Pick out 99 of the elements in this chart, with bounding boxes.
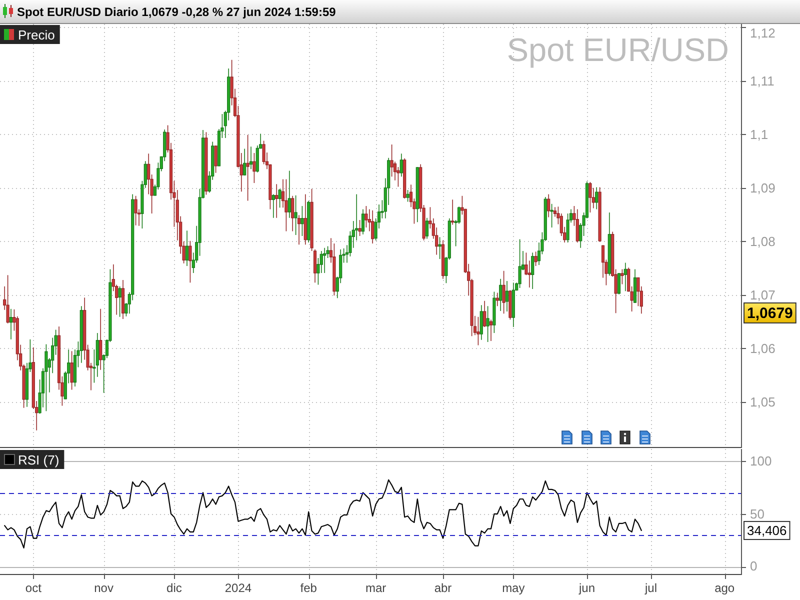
candlestick xyxy=(70,350,74,390)
candlestick xyxy=(323,247,326,274)
x-tick-label: may xyxy=(502,581,525,595)
y-tick-label: 100 xyxy=(750,453,772,468)
candlestick xyxy=(272,194,275,218)
x-tick-label: 2024 xyxy=(224,581,252,595)
candlestick xyxy=(416,166,419,223)
candlestick xyxy=(425,217,429,240)
candlestick xyxy=(512,282,515,328)
candlestick xyxy=(403,158,406,199)
candlestick xyxy=(118,286,122,318)
candlestick xyxy=(246,134,250,202)
candlestick xyxy=(275,184,278,218)
candlestick xyxy=(364,206,368,228)
y-tick-label: 50 xyxy=(750,506,764,522)
y-tick-label: 1,08 xyxy=(750,234,776,249)
candlestick xyxy=(284,178,288,232)
y-tick-label: 1,06 xyxy=(750,341,776,356)
candlestick xyxy=(508,290,512,320)
candlestick xyxy=(566,213,570,243)
candlestick xyxy=(249,146,253,170)
candlestick xyxy=(291,195,294,232)
candlestick xyxy=(476,316,480,346)
line-series xyxy=(4,479,642,548)
candlestick xyxy=(297,214,301,246)
candlestick xyxy=(480,304,483,340)
x-tick-label: ago xyxy=(714,581,735,595)
x-tick-label: abr xyxy=(434,581,452,595)
candlestick xyxy=(358,220,362,236)
candlestick xyxy=(608,212,611,276)
candlestick xyxy=(188,240,192,284)
candlestick xyxy=(204,132,208,196)
candlestick xyxy=(499,278,502,312)
candlestick xyxy=(617,272,621,295)
x-tick-label: dic xyxy=(166,581,182,595)
x-tick-label: jun xyxy=(578,581,596,595)
candlestick xyxy=(633,268,637,304)
text: 34,406 xyxy=(747,523,787,538)
candlestick xyxy=(400,153,403,177)
candlestick xyxy=(505,280,509,312)
candlestick xyxy=(9,308,13,340)
candlestick xyxy=(438,236,442,260)
candlestick xyxy=(390,144,394,177)
y-tick-label: 1,05 xyxy=(750,394,776,410)
x-tick-label: feb xyxy=(300,581,318,595)
y-tick-label: 1,11 xyxy=(750,73,774,88)
candlestick xyxy=(547,194,550,218)
x-tick-label: jul xyxy=(644,581,658,595)
chart-subtitle: Spot EUR/USD xyxy=(506,32,729,68)
y-tick-label: 1,09 xyxy=(750,180,776,196)
legend-label: Precio xyxy=(18,28,55,42)
candlestick xyxy=(483,300,486,328)
candlestick xyxy=(492,291,496,334)
y-tick-label: 1,1 xyxy=(750,126,768,142)
candlestick xyxy=(44,344,48,412)
candlestick xyxy=(371,210,374,244)
candlestick xyxy=(502,270,506,314)
candlestick xyxy=(489,319,493,342)
candlestick xyxy=(134,195,138,226)
candlestick xyxy=(531,252,534,290)
candlestick xyxy=(121,280,125,320)
y-tick-label: 1,12 xyxy=(750,26,776,41)
candlestick xyxy=(451,199,454,226)
candlestick xyxy=(243,148,246,176)
candlestick xyxy=(262,140,266,165)
candlestick xyxy=(576,208,579,243)
chart-title: Spot EUR/USD Diario 1,0679 -0,28 % 27 jun 2024 1:59:59 xyxy=(17,5,336,19)
text: 1,0679 xyxy=(747,305,793,322)
candlestick xyxy=(486,306,490,342)
candlestick xyxy=(598,186,602,242)
legend-label: RSI (7) xyxy=(18,452,60,468)
y-tick-label: 0 xyxy=(750,558,758,574)
candlestick xyxy=(307,200,310,243)
candlestick xyxy=(496,292,499,307)
candlestick xyxy=(624,262,627,292)
candlestick xyxy=(80,306,83,364)
candlestick xyxy=(185,230,189,266)
candlestick xyxy=(595,186,598,210)
y-tick-label: 1,07 xyxy=(750,287,776,302)
candlestick xyxy=(588,182,592,213)
candlestick xyxy=(288,170,291,218)
candlestick xyxy=(518,238,522,288)
candlestick xyxy=(304,194,307,246)
candlestick xyxy=(294,194,298,236)
candlestick xyxy=(214,145,218,174)
candlestick xyxy=(406,190,410,202)
candlestick xyxy=(441,240,445,280)
candlestick xyxy=(99,308,102,370)
x-tick-label: mar xyxy=(365,581,386,595)
x-tick-label: nov xyxy=(94,581,114,595)
candlestick xyxy=(534,251,538,266)
candlestick xyxy=(300,206,304,236)
candlestick xyxy=(252,152,256,184)
candlestick xyxy=(278,188,282,208)
candlestick xyxy=(6,274,10,324)
candlestick xyxy=(361,208,365,235)
candlestick xyxy=(620,268,624,285)
x-tick-label: oct xyxy=(25,581,42,595)
candlestick xyxy=(550,204,554,228)
